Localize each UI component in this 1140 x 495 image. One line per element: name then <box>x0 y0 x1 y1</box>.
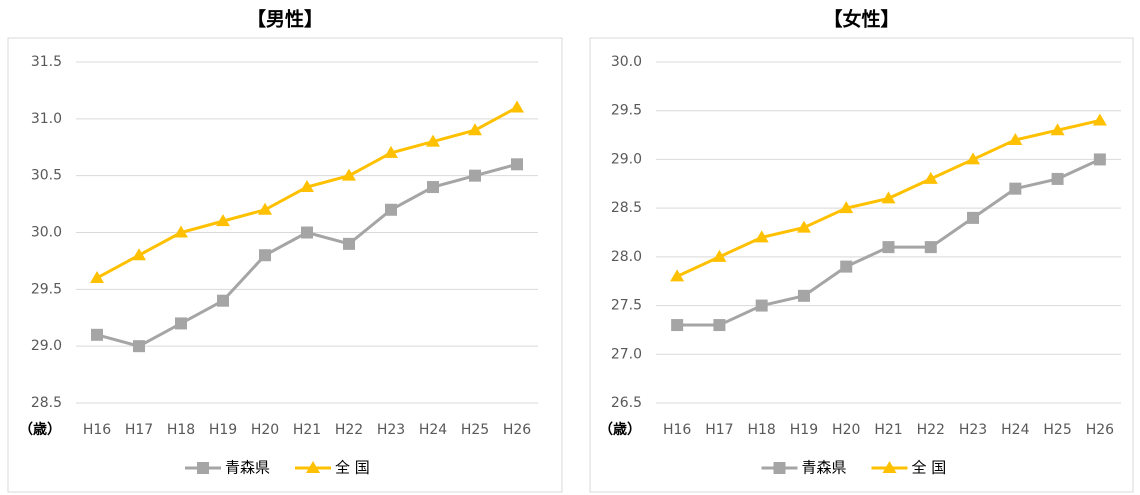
marker <box>796 220 811 233</box>
marker <box>1093 153 1106 166</box>
marker <box>754 230 769 243</box>
marker <box>923 171 938 184</box>
x-tick-label: H24 <box>1001 422 1029 438</box>
y-tick-label: 30.5 <box>31 168 62 184</box>
y-tick-label: 30.0 <box>31 225 62 241</box>
marker <box>510 100 524 113</box>
y-tick-label: 29.5 <box>611 103 642 119</box>
marker <box>670 269 685 282</box>
x-tick-label: H23 <box>959 422 987 438</box>
y-tick-label: 28.0 <box>611 249 642 265</box>
marker <box>882 241 895 254</box>
x-tick-label: H21 <box>874 422 902 438</box>
x-tick-label: H17 <box>705 422 733 438</box>
x-tick-label: H18 <box>167 422 195 438</box>
chart-frame <box>589 37 1134 493</box>
marker <box>301 226 313 239</box>
y-tick-label: 29.5 <box>31 281 62 297</box>
marker <box>468 123 482 136</box>
marker <box>385 203 397 216</box>
marker <box>882 461 897 473</box>
y-tick-label: 28.5 <box>31 395 62 411</box>
series-line <box>96 106 518 280</box>
marker <box>259 249 271 262</box>
marker <box>306 461 320 473</box>
x-tick-label: H22 <box>917 422 945 438</box>
marker <box>1009 182 1022 195</box>
x-tick-label: H17 <box>125 422 153 438</box>
legend-label: 全 国 <box>335 459 370 477</box>
legend-label: 全 国 <box>912 459 947 477</box>
marker <box>384 145 398 158</box>
marker <box>839 201 854 214</box>
marker <box>174 225 188 238</box>
marker <box>1051 172 1064 185</box>
x-tick-label: H25 <box>461 422 489 438</box>
marker <box>342 168 356 181</box>
marker <box>427 181 439 194</box>
y-axis-label: （歳） <box>599 421 641 438</box>
x-tick-label: H20 <box>832 422 860 438</box>
chart-title: 【女性】 <box>823 8 899 31</box>
marker <box>300 180 314 193</box>
marker <box>881 191 896 204</box>
y-tick-label: 31.0 <box>31 111 62 127</box>
marker <box>924 241 937 254</box>
marker <box>1092 113 1107 126</box>
x-tick-label: H19 <box>209 422 237 438</box>
x-tick-label: H24 <box>419 422 447 438</box>
marker <box>966 152 981 165</box>
x-tick-label: H19 <box>790 422 818 438</box>
marker <box>712 249 727 262</box>
marker <box>258 202 272 215</box>
marker <box>217 294 229 307</box>
legend-label: 青森県 <box>802 459 847 477</box>
y-tick-label: 27.5 <box>611 298 642 314</box>
marker <box>797 289 810 302</box>
marker <box>1050 123 1065 136</box>
y-tick-label: 26.5 <box>611 395 642 411</box>
marker <box>967 211 980 224</box>
marker <box>426 134 440 147</box>
x-tick-label: H25 <box>1043 422 1071 438</box>
x-tick-label: H26 <box>1086 422 1114 438</box>
marker <box>1008 132 1023 145</box>
marker <box>197 462 209 474</box>
marker <box>175 317 187 330</box>
marker <box>755 299 768 312</box>
x-tick-label: H16 <box>83 422 111 438</box>
x-tick-label: H18 <box>748 422 776 438</box>
marker <box>216 214 230 227</box>
marker <box>840 260 853 273</box>
marker <box>132 248 146 261</box>
y-tick-label: 29.0 <box>31 338 62 354</box>
marker <box>511 158 523 171</box>
marker <box>773 462 786 474</box>
marker <box>91 328 103 341</box>
y-tick-label: 31.5 <box>31 54 62 70</box>
y-tick-label: 27.0 <box>611 346 642 362</box>
marker <box>469 169 481 182</box>
x-tick-label: H26 <box>503 422 531 438</box>
x-tick-label: H21 <box>293 422 321 438</box>
marker <box>343 237 355 250</box>
y-tick-label: 28.5 <box>611 200 642 216</box>
marker <box>133 340 145 353</box>
x-tick-label: H22 <box>335 422 363 438</box>
y-tick-label: 29.0 <box>611 151 642 167</box>
y-axis-label: （歳） <box>19 421 61 438</box>
y-tick-label: 30.0 <box>611 54 642 70</box>
x-tick-label: H16 <box>663 422 691 438</box>
marker <box>713 319 726 332</box>
marker <box>671 319 684 332</box>
legend-label: 青森県 <box>225 459 270 477</box>
marker <box>90 270 104 283</box>
x-tick-label: H20 <box>251 422 279 438</box>
chart-frame <box>7 37 563 493</box>
chart-title: 【男性】 <box>247 8 323 31</box>
x-tick-label: H23 <box>377 422 405 438</box>
